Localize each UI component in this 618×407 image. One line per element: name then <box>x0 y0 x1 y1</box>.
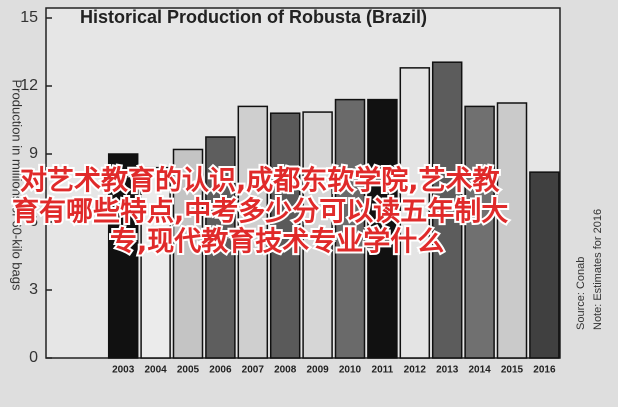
y-tick-label: 12 <box>20 77 38 94</box>
bar <box>237 105 269 359</box>
bar <box>529 171 560 359</box>
y-tick-label: 0 <box>29 349 38 366</box>
overlay-text: 对艺术教育的认识,成都东软学院,艺术教 <box>20 165 500 197</box>
bar <box>496 102 528 359</box>
x-tick-label: 2003 <box>112 365 135 376</box>
x-tick-label: 2006 <box>209 365 232 376</box>
bar <box>172 148 204 359</box>
x-tick-label: 2009 <box>306 365 329 376</box>
x-tick-label: 2015 <box>501 365 524 376</box>
bar <box>302 111 333 359</box>
bar <box>399 67 431 359</box>
bar <box>367 98 398 359</box>
bar <box>269 112 301 359</box>
overlay-text: 专,现代教育技术专业学什么 <box>110 226 444 258</box>
y-tick-label: 15 <box>20 9 38 26</box>
x-tick-label: 2010 <box>339 365 362 376</box>
x-tick-label: 2016 <box>533 365 556 376</box>
bar <box>107 153 139 359</box>
y-tick-label: 6 <box>29 213 38 230</box>
bar <box>334 98 366 359</box>
note: Note: Estimates for 2016 <box>592 209 604 330</box>
note: Source: Conab <box>575 257 587 330</box>
overlay-text: 育有哪些特点,中考多少分可以读五年制大 <box>12 196 508 228</box>
x-tick-label: 2005 <box>177 365 200 376</box>
x-tick-label: 2012 <box>404 365 427 376</box>
x-tick-label: 2014 <box>468 365 491 376</box>
bar <box>431 61 463 359</box>
x-tick-label: 2008 <box>274 365 297 376</box>
x-tick-label: 2007 <box>242 365 265 376</box>
x-tick-label: 2011 <box>372 365 394 376</box>
x-tick-label: 2004 <box>144 365 167 376</box>
x-tick-label: 2013 <box>436 365 459 376</box>
bar <box>140 166 171 359</box>
bar <box>464 105 495 359</box>
y-tick-label: 3 <box>29 281 38 298</box>
chart-title: Historical Production of Robusta (Brazil… <box>80 7 427 27</box>
y-tick-label: 9 <box>29 145 38 162</box>
y-axis-label: Production in millions of 60-kilo bags <box>10 80 25 291</box>
bar <box>205 136 236 359</box>
